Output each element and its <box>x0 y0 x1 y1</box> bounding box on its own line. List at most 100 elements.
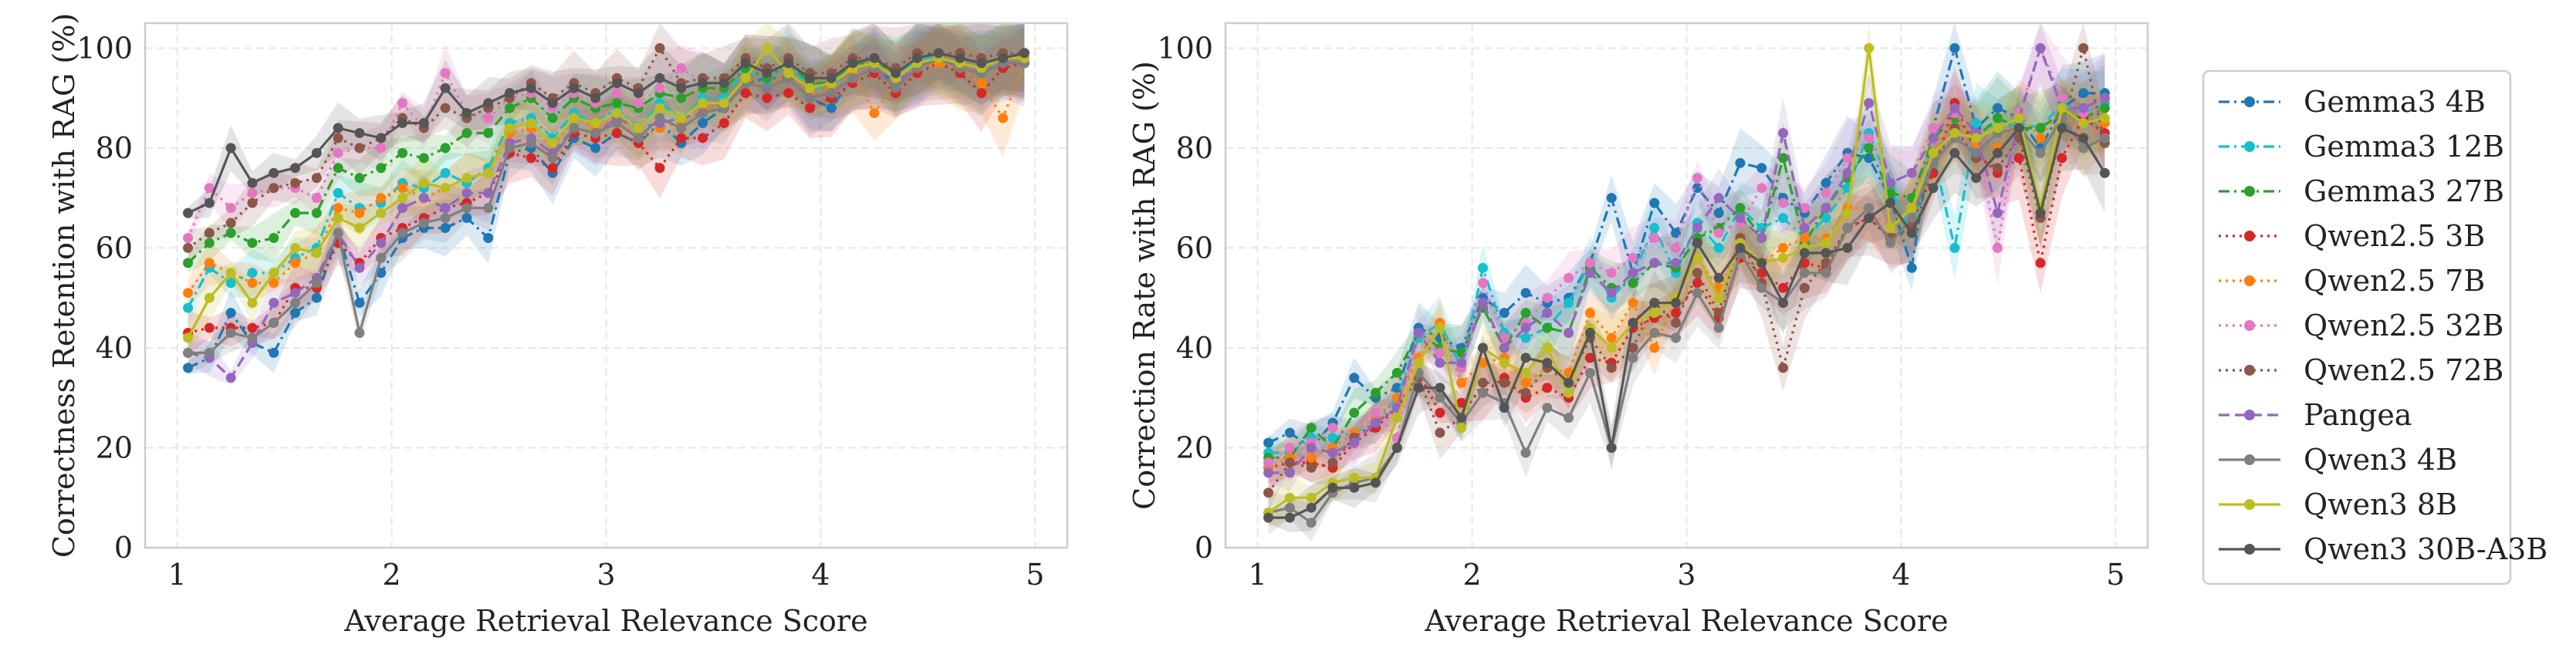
point-qwen3-4b <box>1885 238 1896 248</box>
point-gemma3-27b <box>376 163 387 174</box>
point-qwen2-5-72b <box>311 173 322 184</box>
point-qwen2-5-32b <box>1778 197 1789 208</box>
point-gemma3-12b <box>1520 332 1531 343</box>
point-qwen2-5-3b <box>2057 153 2067 164</box>
point-qwen3-8b <box>1928 147 1939 158</box>
point-qwen3-4b <box>461 203 472 214</box>
point-qwen3-8b <box>1435 322 1445 333</box>
point-qwen3-4b <box>2078 143 2089 154</box>
y-tick-label: 20 <box>96 430 133 464</box>
point-qwen3-30b-a3b <box>933 48 944 59</box>
point-qwen3-30b-a3b <box>869 52 880 63</box>
point-qwen2-5-3b <box>718 118 729 129</box>
point-qwen3-8b <box>1542 342 1553 353</box>
point-qwen3-4b <box>290 298 301 309</box>
point-qwen3-4b <box>311 278 322 288</box>
point-qwen3-30b-a3b <box>461 108 472 119</box>
band-qwen2-5-3b <box>188 23 1025 355</box>
point-qwen3-30b-a3b <box>826 73 837 83</box>
point-qwen2-5-72b <box>1499 377 1509 388</box>
point-gemma3-27b <box>676 93 687 103</box>
y-tick-label: 40 <box>96 331 133 365</box>
point-qwen2-5-32b <box>247 187 258 198</box>
series-line-qwen3-8b <box>187 46 1025 339</box>
point-pangea <box>1864 98 1875 109</box>
point-qwen3-8b <box>183 332 194 343</box>
point-qwen2-5-3b <box>547 163 558 174</box>
point-pangea <box>1477 298 1488 309</box>
point-qwen2-5-72b <box>1327 457 1338 468</box>
point-qwen3-30b-a3b <box>2099 167 2110 178</box>
point-pangea <box>1584 268 1595 278</box>
point-qwen3-30b-a3b <box>2035 207 2046 218</box>
point-qwen3-8b <box>483 167 494 178</box>
y-tick-label: 20 <box>1176 430 1213 464</box>
point-qwen2-5-32b <box>1477 278 1488 288</box>
point-gemma3-27b <box>483 127 494 138</box>
point-qwen3-30b-a3b <box>1413 383 1424 393</box>
point-qwen3-30b-a3b <box>1584 328 1595 339</box>
point-gemma3-27b <box>1391 367 1402 378</box>
y-tick-label: 60 <box>96 231 133 265</box>
point-qwen3-30b-a3b <box>183 207 194 218</box>
legend-box <box>2202 69 2512 585</box>
point-qwen2-5-32b <box>1671 242 1682 253</box>
point-qwen2-5-32b <box>1628 252 1638 263</box>
point-qwen3-8b <box>1306 492 1317 503</box>
point-pangea <box>1520 322 1531 333</box>
point-qwen2-5-7b <box>290 258 301 268</box>
point-qwen3-30b-a3b <box>1735 242 1746 253</box>
point-qwen3-4b <box>1842 223 1853 234</box>
point-qwen3-8b <box>1649 308 1660 319</box>
point-gemma3-27b <box>183 258 194 268</box>
point-qwen3-8b <box>1499 357 1509 368</box>
point-qwen3-4b <box>183 347 194 358</box>
point-qwen2-5-32b <box>1263 457 1274 468</box>
point-qwen3-4b <box>698 108 708 119</box>
y-tick-label: 100 <box>1157 31 1213 65</box>
point-pangea <box>2035 42 2046 53</box>
point-gemma3-4b <box>698 118 708 129</box>
point-qwen2-5-32b <box>1864 133 1875 143</box>
point-qwen3-8b <box>1564 387 1574 398</box>
point-qwen3-4b <box>354 328 365 339</box>
point-qwen2-5-32b <box>483 113 494 123</box>
chart-correctness-retention: 1 2 3 4 5 0 20 40 60 80 100 Average Retrieval Relev… <box>47 13 1069 638</box>
point-qwen3-30b-a3b <box>225 143 236 154</box>
point-qwen3-8b <box>740 73 751 83</box>
point-qwen2-5-7b <box>183 288 194 299</box>
point-qwen3-30b-a3b <box>1391 442 1402 453</box>
point-qwen2-5-72b <box>354 143 365 154</box>
point-qwen2-5-72b <box>1435 427 1445 438</box>
point-qwen3-30b-a3b <box>1284 512 1295 523</box>
point-gemma3-27b <box>547 113 558 123</box>
point-gemma3-27b <box>1864 143 1875 154</box>
point-qwen2-5-3b <box>1671 308 1682 319</box>
point-qwen3-30b-a3b <box>1327 482 1338 493</box>
point-qwen2-5-32b <box>376 143 387 154</box>
point-qwen3-30b-a3b <box>1949 147 1960 158</box>
point-qwen2-5-7b <box>269 278 279 288</box>
point-qwen3-30b-a3b <box>1864 213 1875 224</box>
point-qwen3-8b <box>676 113 687 123</box>
point-qwen2-5-72b <box>1263 488 1274 498</box>
point-pangea <box>1820 203 1831 214</box>
point-qwen3-8b <box>526 118 536 129</box>
point-pangea <box>440 203 451 214</box>
point-qwen3-30b-a3b <box>204 197 215 208</box>
point-qwen2-5-32b <box>2057 93 2067 103</box>
point-qwen2-5-7b <box>397 183 407 194</box>
point-qwen3-4b <box>1906 213 1917 224</box>
legend-marker-qwen2-5-72b <box>2244 365 2255 376</box>
point-qwen2-5-32b <box>1756 183 1767 194</box>
point-qwen2-5-3b <box>698 133 708 143</box>
point-qwen3-8b <box>440 183 451 194</box>
point-qwen3-30b-a3b <box>376 133 387 143</box>
point-qwen2-5-72b <box>1606 363 1617 373</box>
point-pangea <box>1928 133 1939 143</box>
point-qwen3-4b <box>247 332 258 343</box>
point-qwen2-5-72b <box>2078 42 2089 53</box>
point-gemma3-12b <box>1564 298 1574 309</box>
point-gemma3-4b <box>1756 163 1767 174</box>
point-pangea <box>461 187 472 198</box>
